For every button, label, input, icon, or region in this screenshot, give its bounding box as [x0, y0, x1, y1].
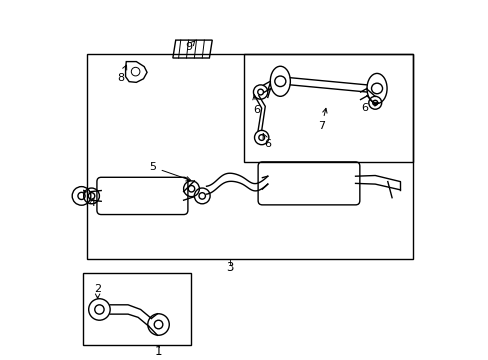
Text: 1: 1 — [155, 345, 162, 357]
Text: 8: 8 — [117, 65, 126, 83]
Bar — [244, 54, 412, 162]
Bar — [87, 54, 412, 258]
Bar — [83, 273, 190, 345]
Text: 6: 6 — [252, 95, 260, 115]
Text: 4: 4 — [83, 190, 96, 208]
Text: 2: 2 — [94, 284, 101, 298]
Text: 6: 6 — [263, 134, 271, 149]
Text: 3: 3 — [226, 261, 233, 274]
Text: 7: 7 — [317, 108, 326, 131]
Text: 6: 6 — [360, 102, 377, 113]
Text: 9: 9 — [185, 40, 195, 52]
Text: 5: 5 — [149, 162, 190, 181]
